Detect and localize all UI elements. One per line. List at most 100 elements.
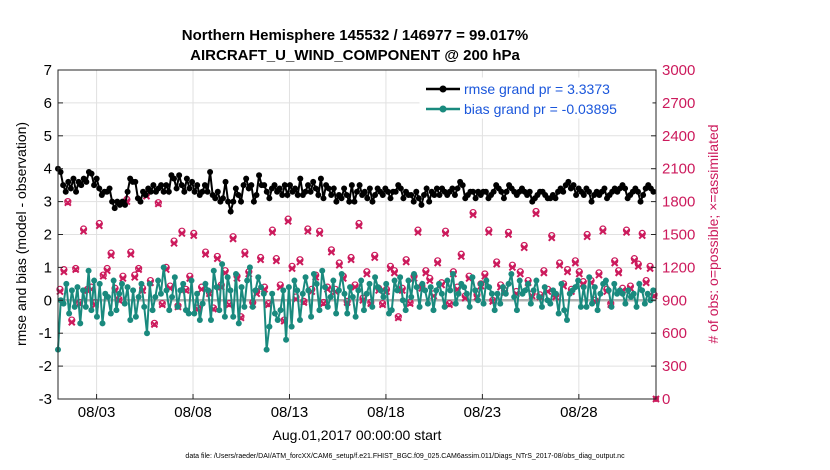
bias-point	[280, 287, 287, 294]
bias-point	[397, 274, 404, 281]
bias-point	[399, 297, 406, 304]
rmse-point	[580, 192, 587, 199]
rmse-point	[176, 172, 183, 179]
rmse-point	[415, 195, 422, 202]
rmse-point	[565, 178, 572, 185]
bias-point	[110, 277, 117, 284]
rmse-point	[212, 195, 219, 202]
rmse-point	[410, 198, 417, 205]
bias-point	[105, 294, 112, 301]
rmse-point	[640, 192, 647, 199]
bias-point	[305, 287, 312, 294]
bias-point	[196, 317, 203, 324]
rmse-point	[526, 188, 533, 195]
obs-possible-point	[300, 297, 308, 305]
legend-label-rmse: rmse grand pr = 3.3373	[464, 81, 610, 97]
obs-assimilated-point	[370, 253, 379, 262]
bias-point	[227, 287, 234, 294]
bias-point	[369, 303, 376, 310]
bias-point	[433, 287, 440, 294]
chart-title-line1: Northern Hemisphere 145532 / 146977 = 99…	[182, 27, 528, 44]
rmse-point	[256, 172, 263, 179]
bias-point	[488, 290, 495, 297]
bias-point	[333, 310, 340, 317]
rmse-point	[96, 185, 103, 192]
obs-assimilated-point	[268, 228, 277, 237]
bias-point	[330, 277, 337, 284]
bias-point	[522, 287, 529, 294]
bias-point	[644, 290, 651, 297]
bias-point	[160, 264, 167, 271]
bias-point	[338, 270, 345, 277]
rmse-point	[366, 185, 373, 192]
obs-assimilated-point	[119, 274, 127, 283]
obs-assimilated-point	[95, 222, 104, 230]
bias-point	[533, 277, 540, 284]
x-tick-label: 08/03	[78, 404, 116, 421]
obs-possible-point	[445, 299, 454, 308]
bias-point	[536, 294, 543, 301]
bias-point	[157, 290, 164, 297]
obs-assimilated-point	[355, 222, 363, 230]
bias-point	[107, 310, 114, 317]
rmse-point	[449, 185, 456, 192]
rmse-point	[191, 188, 198, 195]
rmse-point	[284, 192, 291, 199]
rmse-point	[286, 182, 293, 189]
bias-point	[508, 270, 515, 277]
rmse-point	[62, 188, 69, 195]
bias-point	[358, 277, 365, 284]
obs-assimilated-point	[508, 263, 517, 272]
bias-point	[611, 280, 618, 287]
rmse-point	[622, 185, 629, 192]
obs-assimilated-point	[272, 257, 281, 265]
obs-assimilated-point	[630, 257, 639, 265]
bias-point	[480, 300, 487, 307]
rmse-point	[158, 182, 165, 189]
bias-point	[477, 280, 484, 287]
bias-point	[319, 267, 326, 274]
bias-point	[241, 303, 248, 310]
rmse-point	[253, 192, 260, 199]
obs-possible-point	[150, 319, 158, 327]
bias-point	[441, 303, 448, 310]
bias-point	[327, 294, 334, 301]
bias-point	[630, 290, 637, 297]
bias-point	[302, 274, 309, 281]
bias-point	[405, 277, 412, 284]
bias-point	[572, 284, 579, 291]
rmse-point	[343, 192, 350, 199]
rmse-point	[570, 182, 577, 189]
rmse-point	[341, 185, 348, 192]
obs-assimilated-point	[646, 264, 654, 273]
bias-point	[502, 290, 509, 297]
rmse-point	[186, 185, 193, 192]
rmse-point	[142, 192, 149, 199]
obs-assimilated-point	[390, 269, 399, 277]
obs-assimilated-point	[304, 227, 312, 235]
rmse-point	[88, 170, 95, 177]
bias-point	[271, 310, 278, 317]
obs-possible-point	[72, 264, 80, 273]
obs-assimilated-point	[638, 231, 646, 240]
rmse-point	[330, 185, 337, 192]
bias-point	[233, 270, 240, 277]
rmse-point	[459, 182, 466, 189]
bias-point	[132, 313, 139, 320]
rmse-point	[189, 178, 196, 185]
obs-assimilated-point	[642, 279, 650, 287]
rmse-point	[650, 188, 657, 195]
rmse-point	[302, 188, 309, 195]
bias-point	[313, 280, 320, 287]
bias-point	[363, 290, 370, 297]
rmse-point	[361, 188, 368, 195]
bias-point	[372, 274, 379, 281]
rmse-point	[307, 188, 314, 195]
obs-possible-point	[394, 313, 402, 321]
rmse-point	[124, 188, 131, 195]
bias-point	[461, 284, 468, 291]
bias-point	[235, 320, 242, 327]
rmse-point	[250, 198, 257, 205]
bias-point	[91, 277, 98, 284]
rmse-point	[214, 188, 221, 195]
